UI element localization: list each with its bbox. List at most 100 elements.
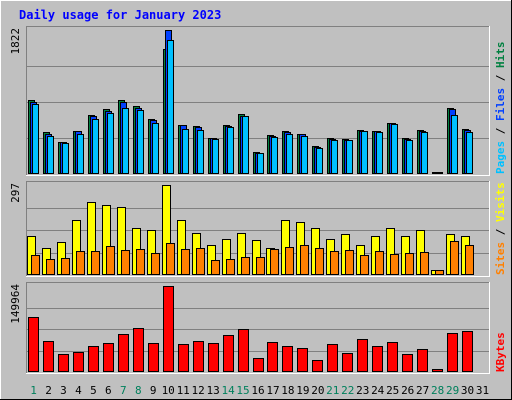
panel-kbytes: 149964 KBytes bbox=[9, 282, 507, 374]
bar-kbytes-day-12 bbox=[193, 341, 204, 372]
bar-pages-day-17 bbox=[271, 137, 278, 174]
bar-pages-day-8 bbox=[137, 110, 144, 174]
axis-legend: KBytes bbox=[494, 332, 507, 372]
legend-kbytes: KBytes bbox=[494, 332, 507, 372]
bar-pages-day-15 bbox=[242, 116, 249, 174]
bar-kbytes-day-21 bbox=[327, 344, 338, 372]
legend-separator: / bbox=[494, 68, 507, 88]
bar-kbytes-day-4 bbox=[73, 352, 84, 372]
bar-pages-day-19 bbox=[301, 136, 308, 174]
bar-kbytes-day-3 bbox=[58, 354, 69, 372]
bar-kbytes-day-26 bbox=[402, 354, 413, 372]
panel-visits-sites: 297 Sites / Visits bbox=[9, 181, 507, 277]
bar-sites-day-4 bbox=[76, 251, 85, 275]
legend-sites: Sites bbox=[494, 242, 507, 275]
chart-panels: 1822 Pages / Files / Hits 297 Sites / Visit… bbox=[9, 26, 507, 374]
legend-hits: Hits bbox=[494, 42, 507, 69]
bar-pages-day-10 bbox=[167, 40, 174, 174]
bar-pages-day-30 bbox=[466, 132, 473, 174]
x-tick-label: 27 bbox=[416, 384, 429, 397]
bar-kbytes-day-28 bbox=[432, 369, 443, 372]
x-tick-label: 6 bbox=[105, 384, 112, 397]
bar-sites-day-29 bbox=[450, 241, 459, 275]
bar-pages-day-9 bbox=[152, 123, 159, 174]
bar-pages-day-16 bbox=[257, 153, 264, 174]
chart-title: Daily usage for January 2023 bbox=[19, 8, 221, 22]
legend-separator: / bbox=[494, 222, 507, 242]
bar-sites-day-17 bbox=[270, 249, 279, 275]
x-tick-label: 14 bbox=[221, 384, 235, 397]
x-tick-label: 12 bbox=[191, 384, 204, 397]
bar-pages-day-6 bbox=[107, 113, 114, 174]
x-tick-label: 31 bbox=[476, 384, 489, 397]
bar-pages-day-7 bbox=[122, 108, 129, 174]
x-tick-label: 8 bbox=[135, 384, 142, 397]
bar-kbytes-day-16 bbox=[253, 358, 264, 372]
bar-pages-day-24 bbox=[376, 132, 383, 174]
bar-kbytes-day-1 bbox=[28, 317, 39, 372]
x-tick-label: 20 bbox=[311, 384, 324, 397]
x-tick-label: 2 bbox=[45, 384, 52, 397]
bar-kbytes-day-27 bbox=[417, 349, 428, 372]
bar-kbytes-day-20 bbox=[312, 360, 323, 372]
x-tick-labels: 1 2 3 4 5 6 7 8 9 10 11 12 13 14 15 16 17 18 19 20 21 22 23 24 2… bbox=[30, 384, 489, 397]
bar-pages-day-5 bbox=[92, 119, 99, 174]
y-max-label: 297 bbox=[9, 183, 22, 203]
bar-sites-day-12 bbox=[196, 248, 205, 275]
bar-kbytes-day-6 bbox=[103, 343, 114, 372]
bar-pages-day-1 bbox=[32, 104, 39, 174]
bar-sites-day-26 bbox=[405, 253, 414, 275]
x-tick-label: 17 bbox=[266, 384, 279, 397]
bar-sites-day-20 bbox=[315, 248, 324, 275]
legend-files: Files bbox=[494, 88, 507, 121]
x-tick-label: 10 bbox=[162, 384, 175, 397]
y-max-label: 149964 bbox=[9, 284, 22, 324]
x-tick-label: 19 bbox=[296, 384, 309, 397]
bar-pages-day-3 bbox=[62, 143, 69, 174]
bar-kbytes-day-29 bbox=[447, 333, 458, 372]
bar-sites-day-8 bbox=[136, 249, 145, 275]
axis-legend: Pages / Files / Hits bbox=[494, 42, 507, 175]
legend-separator: / bbox=[494, 121, 507, 141]
x-tick-label: 23 bbox=[356, 384, 369, 397]
bar-kbytes-day-19 bbox=[297, 348, 308, 372]
x-tick-label: 7 bbox=[120, 384, 127, 397]
bar-sites-day-7 bbox=[121, 250, 130, 275]
bar-sites-day-30 bbox=[465, 245, 474, 275]
bar-kbytes-day-5 bbox=[88, 346, 99, 372]
bar-sites-day-15 bbox=[241, 257, 250, 275]
bar-kbytes-day-30 bbox=[462, 331, 473, 372]
x-tick-label: 18 bbox=[281, 384, 294, 397]
bar-sites-day-1 bbox=[31, 255, 40, 275]
x-tick-label: 9 bbox=[150, 384, 157, 397]
bar-pages-day-28 bbox=[436, 172, 443, 174]
bar-kbytes-day-18 bbox=[282, 346, 293, 372]
x-tick-label: 4 bbox=[75, 384, 82, 397]
bar-pages-day-20 bbox=[316, 148, 323, 174]
bar-pages-day-26 bbox=[406, 140, 413, 174]
bar-kbytes-day-15 bbox=[238, 329, 249, 372]
bar-pages-day-29 bbox=[451, 115, 458, 174]
bar-kbytes-day-2 bbox=[43, 341, 54, 372]
bar-sites-day-24 bbox=[375, 251, 384, 275]
bar-sites-day-9 bbox=[151, 253, 160, 275]
bar-kbytes-day-24 bbox=[372, 346, 383, 372]
bar-sites-day-19 bbox=[300, 245, 309, 275]
bar-sites-day-13 bbox=[211, 260, 220, 275]
bar-kbytes-day-9 bbox=[148, 343, 159, 372]
bar-kbytes-day-10 bbox=[163, 286, 174, 372]
bar-kbytes-day-8 bbox=[133, 328, 144, 372]
legend-pages: Pages bbox=[494, 141, 507, 174]
bar-pages-day-14 bbox=[227, 127, 234, 174]
panel-hits-files-pages: 1822 Pages / Files / Hits bbox=[9, 26, 507, 176]
bar-sites-day-14 bbox=[226, 259, 235, 275]
bar-kbytes-day-22 bbox=[342, 353, 353, 372]
bar-sites-day-6 bbox=[106, 246, 115, 275]
bar-pages-day-12 bbox=[197, 130, 204, 174]
bar-sites-day-16 bbox=[256, 257, 265, 275]
x-tick-label: 5 bbox=[90, 384, 97, 397]
bar-pages-day-13 bbox=[212, 139, 219, 174]
bar-sites-day-18 bbox=[285, 247, 294, 275]
bar-pages-day-2 bbox=[47, 136, 54, 174]
